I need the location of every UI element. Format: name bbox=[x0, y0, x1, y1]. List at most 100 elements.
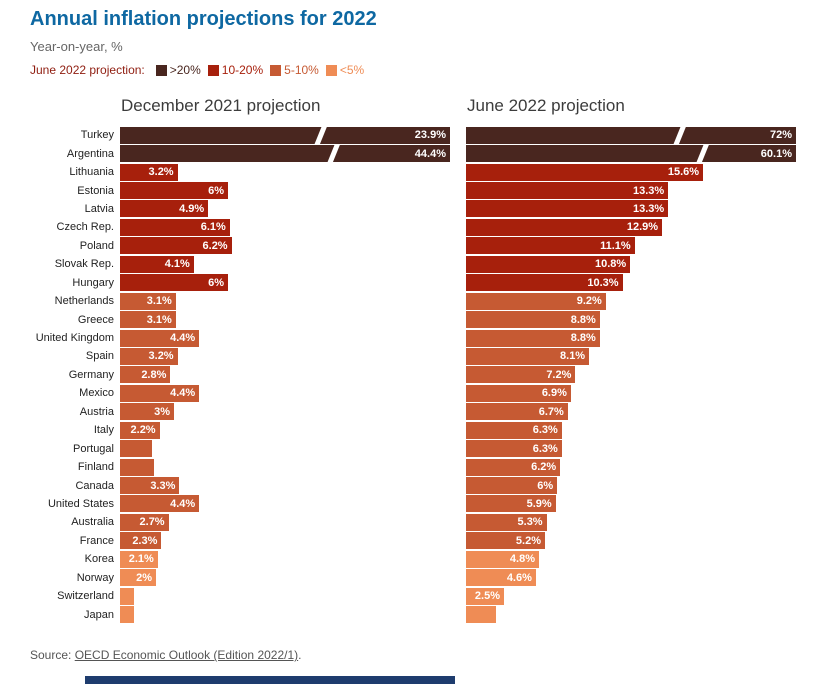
december-bar-cell: 3.2% bbox=[120, 163, 450, 181]
december-bar-cell: 2.7% bbox=[120, 513, 450, 531]
bar-value-label: 13.3% bbox=[632, 202, 665, 215]
country-label: United Kingdom bbox=[35, 332, 114, 345]
bar-value-label: 72% bbox=[769, 129, 792, 142]
december-bar-cell: 4.9% bbox=[120, 200, 450, 218]
december-bar: 2.7% bbox=[120, 513, 169, 531]
chart-row: Latvia 4.9% 13.3% bbox=[30, 200, 805, 218]
june-bar-cell: 6.9% bbox=[466, 384, 797, 402]
june-bar-cell: 72% bbox=[466, 126, 797, 144]
country-label: Spain bbox=[85, 350, 114, 363]
bar-value-label: 3.1% bbox=[146, 313, 172, 326]
legend-items: >20% 10-20% 5-10% <5% bbox=[149, 63, 364, 77]
june-bar-cell: 12.9% bbox=[466, 218, 797, 236]
bar-value-label: 4.4% bbox=[170, 387, 196, 400]
chart-row: Czech Rep. 6.1% 12.9% bbox=[30, 218, 805, 236]
december-bar: 6% bbox=[120, 182, 228, 200]
legend-swatch bbox=[207, 64, 219, 76]
december-bar: 4.1% bbox=[120, 255, 194, 273]
december-bar-cell bbox=[120, 458, 450, 476]
bar-value-label: 6.7% bbox=[538, 405, 564, 418]
june-bar: 5.2% bbox=[466, 532, 545, 550]
june-bar: 6.9% bbox=[466, 384, 571, 402]
december-bar: 44.4% bbox=[120, 145, 450, 163]
chart-row: Hungary 6% 10.3% bbox=[30, 274, 805, 292]
chart-row: Slovak Rep. 4.1% 10.8% bbox=[30, 255, 805, 273]
chart-row: Netherlands 3.1% 9.2% bbox=[30, 292, 805, 310]
country-label: Estonia bbox=[77, 184, 114, 197]
chart-row: Estonia 6% 13.3% bbox=[30, 181, 805, 200]
december-bar: 2.1% bbox=[120, 550, 158, 568]
color-legend: June 2022 projection: >20% 10-20% 5-10% <5% bbox=[30, 63, 364, 77]
bar-value-label: 6.9% bbox=[541, 387, 567, 400]
bar-value-label: 6% bbox=[208, 276, 224, 289]
december-bar-cell: 2.1% bbox=[120, 550, 450, 568]
country-label: Finland bbox=[77, 461, 114, 474]
source-prefix: Source: bbox=[30, 648, 75, 662]
june-bar: 4.8% bbox=[466, 550, 539, 568]
december-bar-cell: 2% bbox=[120, 569, 450, 587]
country-label: Austria bbox=[79, 405, 114, 418]
december-bar-cell: 44.4% bbox=[120, 145, 450, 163]
chart-row: United States 4.4% 5.9% bbox=[30, 495, 805, 513]
chart-row: Poland 6.2% 11.1% bbox=[30, 237, 805, 255]
legend-prefix: June 2022 projection: bbox=[30, 63, 145, 77]
bar-value-label: 2.3% bbox=[132, 534, 158, 547]
june-bar: 7.2% bbox=[466, 366, 576, 384]
chart-row: Austria 3% 6.7% bbox=[30, 403, 805, 421]
bar-value-label: 9.2% bbox=[576, 295, 602, 308]
june-bar: 13.3% bbox=[466, 200, 669, 218]
december-bar: 6.1% bbox=[120, 218, 230, 236]
june-bar-cell bbox=[466, 606, 797, 624]
june-bar-cell: 8.8% bbox=[466, 311, 797, 329]
december-bar: 23.9% bbox=[120, 126, 450, 144]
page-title: Annual inflation projections for 2022 bbox=[30, 8, 377, 30]
bar-value-label: 6.2% bbox=[202, 239, 228, 252]
june-bar-cell: 5.2% bbox=[466, 532, 797, 550]
chart-rows: Turkey 23.9% 72% Argentina 44.4% 60.1% Lithuan… bbox=[30, 126, 805, 624]
bar-value-label: 5.2% bbox=[515, 534, 541, 547]
source-link[interactable]: OECD Economic Outlook (Edition 2022/1) bbox=[74, 648, 299, 662]
june-bar bbox=[466, 606, 497, 624]
bar-value-label: 8.8% bbox=[570, 313, 596, 326]
country-label: Netherlands bbox=[54, 295, 114, 308]
december-bar-cell: 3.1% bbox=[120, 311, 450, 329]
legend-label: >20% bbox=[169, 63, 201, 77]
december-bar-cell: 4.4% bbox=[120, 384, 450, 402]
bar-value-label: 3.1% bbox=[146, 295, 172, 308]
bar-value-label: 2.5% bbox=[474, 590, 500, 603]
chart-row: Argentina 44.4% 60.1% bbox=[30, 144, 805, 163]
bar-value-label: 5.3% bbox=[517, 516, 543, 529]
country-label: United States bbox=[47, 497, 114, 510]
country-label: Czech Rep. bbox=[56, 221, 114, 234]
december-bar: 6% bbox=[120, 274, 228, 292]
bar-value-label: 2% bbox=[136, 571, 152, 584]
bar-value-label: 60.1% bbox=[760, 147, 792, 160]
bar-value-label: 6% bbox=[537, 479, 554, 492]
legend-label: 5-10% bbox=[284, 63, 319, 77]
chart-row: United Kingdom 4.4% 8.8% bbox=[30, 329, 805, 347]
june-bar-cell: 6.3% bbox=[466, 440, 797, 458]
june-bar-cell: 6.2% bbox=[466, 458, 797, 476]
panel-title-june: June 2022 projection bbox=[467, 96, 625, 115]
country-label: Germany bbox=[68, 368, 114, 381]
country-label: Japan bbox=[84, 608, 114, 621]
june-bar-cell: 5.9% bbox=[466, 495, 797, 513]
december-bar-cell: 2.3% bbox=[120, 532, 450, 550]
panel-title-december: December 2021 projection bbox=[121, 96, 321, 115]
june-bar: 8.8% bbox=[466, 311, 600, 329]
country-label: Italy bbox=[93, 424, 114, 437]
bar-value-label: 2.2% bbox=[130, 424, 156, 437]
bar-value-label: 3% bbox=[154, 405, 170, 418]
chart-row: Switzerland 2.5% bbox=[30, 587, 805, 605]
june-bar-cell: 7.2% bbox=[466, 366, 797, 384]
bar-value-label: 2.7% bbox=[139, 516, 165, 529]
legend-swatch bbox=[155, 64, 167, 76]
country-label: Korea bbox=[84, 553, 114, 566]
december-bar-cell: 6.2% bbox=[120, 237, 450, 255]
source-suffix: . bbox=[298, 648, 302, 662]
december-bar: 3.1% bbox=[120, 311, 176, 329]
chart-row: Canada 3.3% 6% bbox=[30, 476, 805, 495]
december-bar-cell: 3% bbox=[120, 403, 450, 421]
december-bar-cell: 6.1% bbox=[120, 218, 450, 236]
